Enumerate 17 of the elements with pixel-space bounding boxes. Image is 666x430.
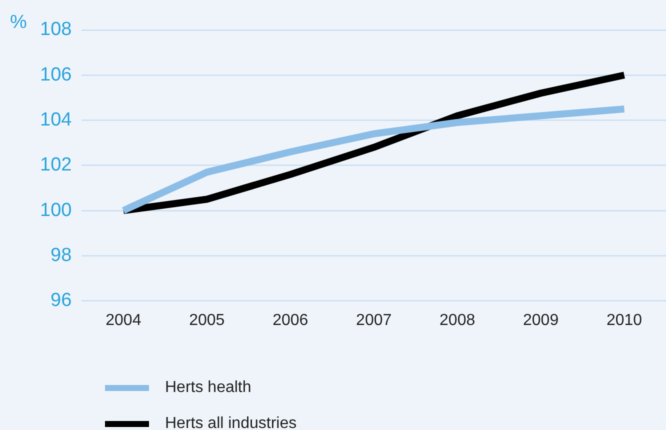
x-tick-label: 2007 <box>356 312 392 329</box>
x-tick-label: 2005 <box>189 312 225 329</box>
y-tick-label: 98 <box>50 244 72 266</box>
x-tick-label: 2008 <box>440 312 476 329</box>
x-tick-label: 2004 <box>106 312 142 329</box>
y-tick-label: 104 <box>40 110 72 130</box>
x-tick-label: 2006 <box>272 312 308 329</box>
y-tick-label: 102 <box>40 154 72 176</box>
legend-label: Herts health <box>165 379 252 397</box>
y-tick-label: 108 <box>40 19 72 40</box>
y-tick-label: 96 <box>50 290 72 312</box>
x-tick-label: 2009 <box>522 312 559 329</box>
x-tick-label: 2010 <box>606 312 642 329</box>
y-tick-label: 106 <box>40 64 72 86</box>
legend-label: Herts all industries <box>165 415 297 430</box>
y-axis-title: % <box>10 12 27 34</box>
y-tick-label: 100 <box>40 200 72 221</box>
